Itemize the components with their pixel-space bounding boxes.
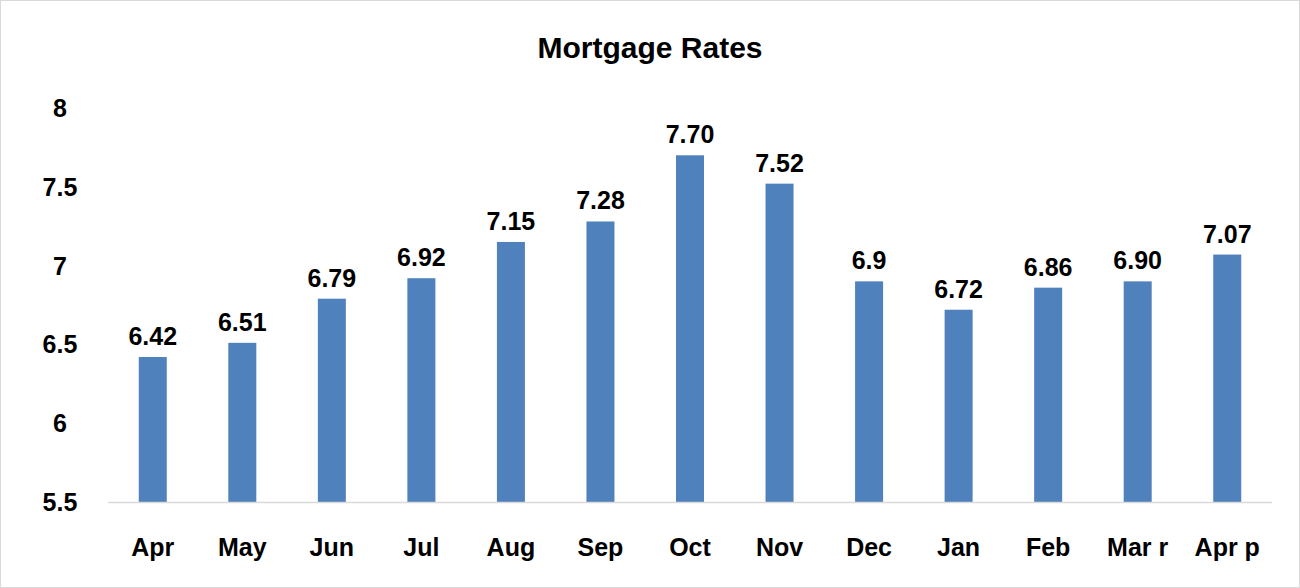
bar	[139, 357, 167, 502]
chart-border	[1, 1, 1300, 588]
y-tick	[104, 344, 108, 345]
y-tick	[104, 108, 108, 109]
data-label: 6.79	[308, 264, 357, 292]
x-tick-label: Apr	[131, 533, 174, 561]
x-tick-label: Oct	[669, 533, 711, 561]
x-tick-label: Sep	[578, 533, 624, 561]
x-axis-line	[108, 502, 1272, 504]
bar	[945, 310, 973, 502]
chart-title: Mortgage Rates	[537, 31, 762, 64]
data-label: 6.42	[128, 322, 177, 350]
bar	[1124, 281, 1152, 502]
x-tick-label: Jan	[937, 533, 980, 561]
data-label: 6.92	[397, 243, 446, 271]
y-tick-label: 6	[53, 409, 67, 437]
data-label: 7.15	[487, 207, 536, 235]
data-label: 6.72	[934, 275, 983, 303]
data-label: 6.51	[218, 308, 267, 336]
x-tick-label: Apr p	[1195, 533, 1260, 561]
bar	[407, 278, 435, 502]
bars	[139, 155, 1241, 502]
x-tick-label: Aug	[487, 533, 536, 561]
data-label: 7.52	[755, 149, 804, 177]
bar	[1213, 255, 1241, 502]
bar	[228, 343, 256, 502]
bar	[497, 242, 525, 502]
x-tick-label: Mar r	[1107, 533, 1168, 561]
y-tick	[104, 265, 108, 266]
x-tick-label: Nov	[756, 533, 803, 561]
bar	[676, 155, 704, 502]
x-tick-label: Feb	[1026, 533, 1070, 561]
y-tick	[104, 502, 108, 503]
data-label: 6.9	[852, 246, 887, 274]
y-tick-label: 5.5	[43, 488, 78, 516]
x-tick-label: Jun	[310, 533, 354, 561]
y-tick-label: 7.5	[43, 173, 78, 201]
y-tick-label: 7	[53, 252, 67, 280]
y-tick-label: 8	[53, 94, 67, 122]
bar	[586, 221, 614, 502]
y-tick	[104, 423, 108, 424]
bar	[766, 184, 794, 502]
data-label: 6.90	[1113, 246, 1162, 274]
x-tick-label: May	[218, 533, 267, 561]
data-label: 6.86	[1024, 253, 1073, 281]
bar	[855, 281, 883, 502]
bar	[318, 299, 346, 502]
y-tick-label: 6.5	[43, 330, 78, 358]
y-tick	[104, 186, 108, 187]
chart: Mortgage Rates 5.5 6 6.5 7 7.5 8 6.42 6.51 6.79 6.…	[0, 0, 1300, 588]
bar	[1034, 288, 1062, 502]
data-label: 7.07	[1203, 220, 1252, 248]
x-tick-label: Jul	[403, 533, 439, 561]
data-label: 7.70	[666, 120, 715, 148]
x-tick-label: Dec	[846, 533, 892, 561]
data-label: 7.28	[576, 186, 625, 214]
